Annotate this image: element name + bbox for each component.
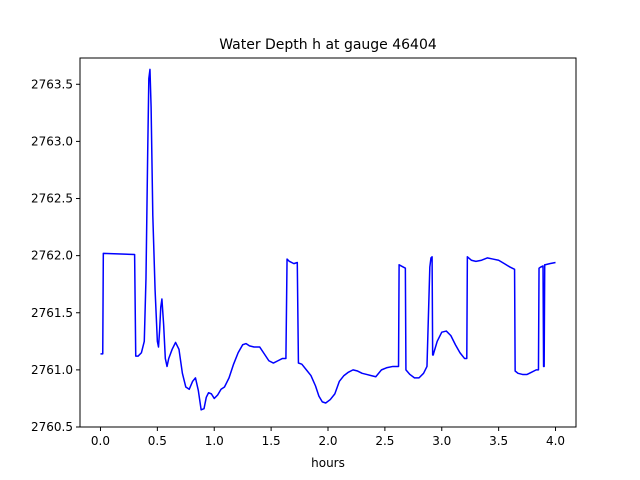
y-tick-label: 2761.5 bbox=[31, 306, 73, 320]
chart-title: Water Depth h at gauge 46404 bbox=[219, 37, 437, 53]
y-tick-label: 2763.0 bbox=[31, 134, 73, 148]
y-tick-label: 2760.5 bbox=[31, 420, 73, 434]
x-tick-label: 0.0 bbox=[91, 434, 110, 448]
x-axis-label: hours bbox=[311, 456, 345, 470]
x-tick-label: 0.5 bbox=[148, 434, 167, 448]
x-axis: 0.0 0.5 1.0 1.5 2.0 2.5 3.0 3.5 4.0 bbox=[91, 427, 565, 448]
x-tick-label: 2.0 bbox=[318, 434, 337, 448]
series-layer bbox=[100, 68, 556, 411]
x-tick-label: 1.0 bbox=[205, 434, 224, 448]
y-tick-label: 2762.0 bbox=[31, 249, 73, 263]
x-tick-label: 4.0 bbox=[546, 434, 565, 448]
x-tick-label: 2.5 bbox=[375, 434, 394, 448]
x-tick-label: 3.0 bbox=[432, 434, 451, 448]
y-tick-label: 2761.0 bbox=[31, 363, 73, 377]
y-tick-label: 2762.5 bbox=[31, 192, 73, 206]
y-tick-label: 2763.5 bbox=[31, 77, 73, 91]
y-axis: 2760.5 2761.0 2761.5 2762.0 2762.5 2763.0 2763… bbox=[31, 77, 80, 434]
series-line-0 bbox=[100, 68, 556, 411]
x-tick-label: 3.5 bbox=[489, 434, 508, 448]
x-tick-label: 1.5 bbox=[262, 434, 281, 448]
